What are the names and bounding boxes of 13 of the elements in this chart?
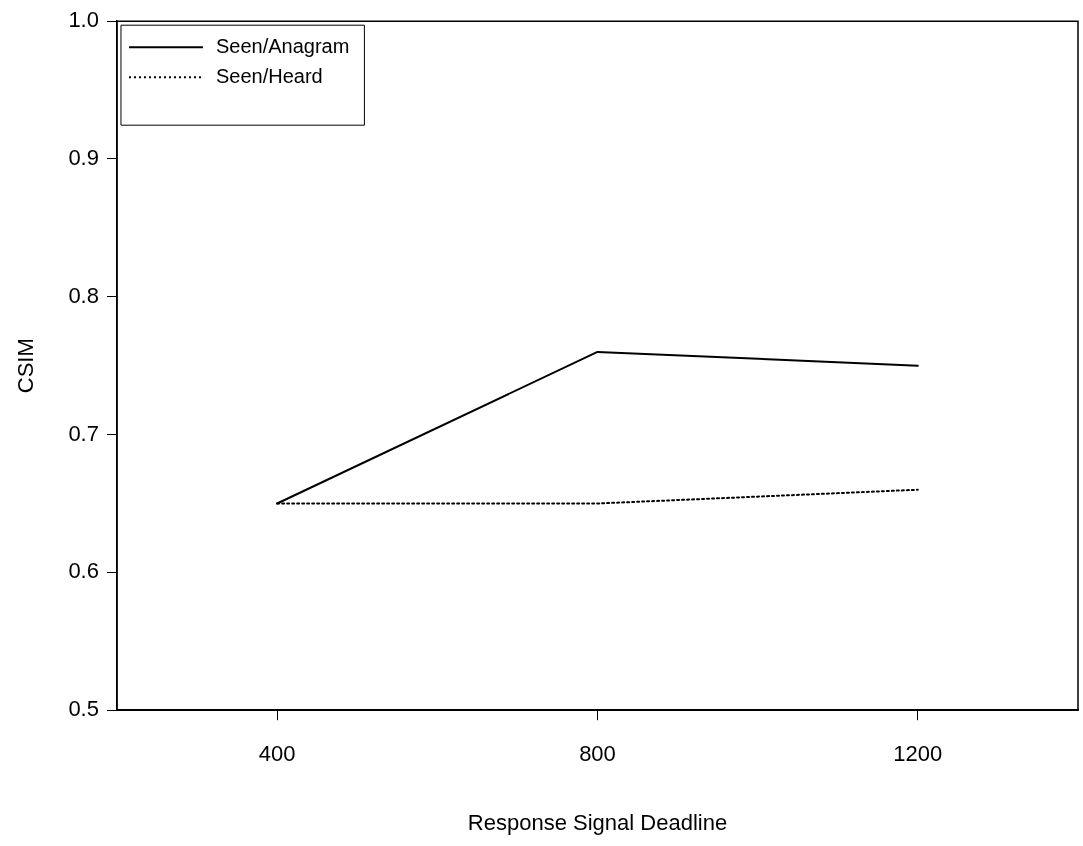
y-tick-label: 0.9: [68, 145, 99, 171]
x-axis-title: Response Signal Deadline: [467, 809, 728, 835]
x-tick-label: 800: [579, 741, 616, 767]
x-tick-label: 1200: [893, 741, 943, 767]
y-tick-label: 1.0: [68, 7, 99, 33]
y-tick-label: 0.6: [68, 558, 99, 584]
legend-label: Seen/Anagram: [215, 34, 350, 57]
y-axis-title: CSIM: [13, 338, 39, 394]
y-tick-label: 0.8: [68, 282, 99, 308]
x-tick-label: 400: [258, 741, 296, 767]
legend-label: Seen/Heard: [215, 64, 323, 87]
y-tick-label: 0.7: [68, 420, 99, 446]
y-tick-label: 0.5: [68, 696, 99, 722]
